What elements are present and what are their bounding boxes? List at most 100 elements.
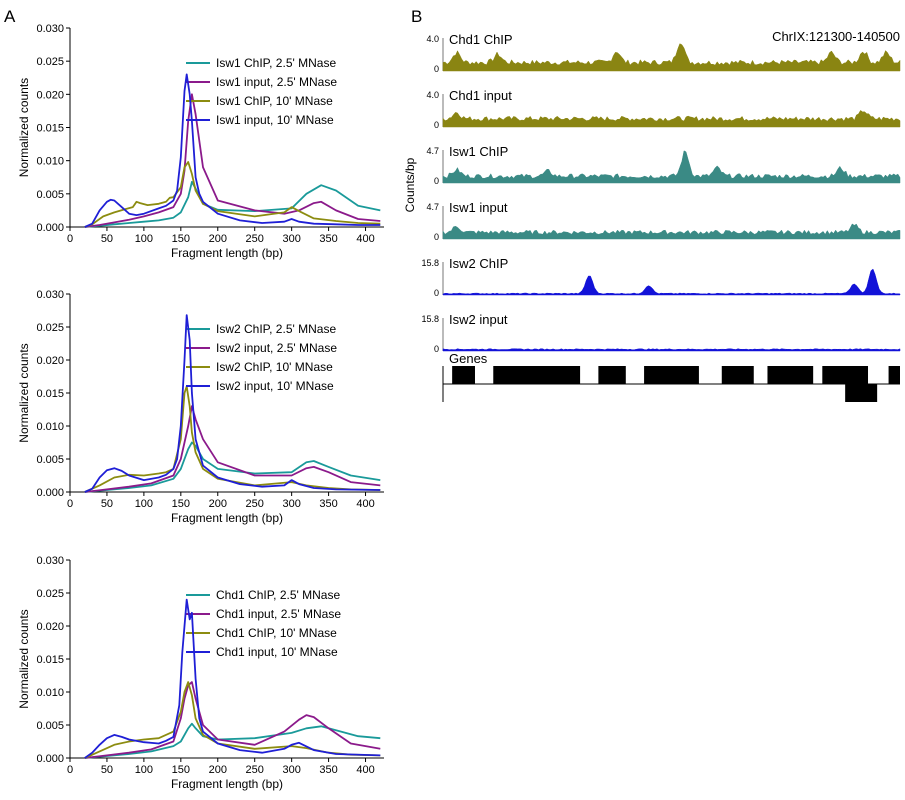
track-max-label: 4.7 [426,202,439,212]
track-min-label: 0 [434,120,439,130]
x-tick-label: 100 [135,498,153,510]
y-tick-label: 0.025 [36,588,64,600]
y-tick-label: 0.000 [36,753,64,765]
region-label: ChrIX:121300-140500 [772,29,900,44]
genome-browser-tracks: ChrIX:121300-140500 Counts/bp 4.0 0 Chd1 ChI… [403,29,901,402]
track-max-label: 15.8 [421,258,439,268]
x-tick-label: 0 [67,498,73,510]
series-line-3 [84,681,381,759]
series-line-4 [84,314,381,493]
x-tick-label: 350 [319,498,337,510]
x-tick-label: 150 [172,764,190,776]
y-tick-label: 0.020 [36,621,64,633]
y-axis-label: Normalized counts [17,343,31,442]
track-6: 15.8 0 Isw2 input [421,312,901,354]
y-tick-label: 0.030 [36,23,64,35]
legend-entry: Isw1 ChIP, 10' MNase [216,94,333,108]
track-name: Chd1 input [449,88,512,103]
legend-entry: Isw2 input, 10' MNase [216,379,334,393]
x-tick-label: 250 [246,233,264,245]
coverage-area [442,223,901,240]
series-line-2 [84,681,381,759]
gene-block [888,366,900,384]
series-line-3 [84,161,381,228]
coverage-area [442,268,901,296]
gene-block [822,366,869,384]
line-chart-1: 0 50 100 150 200 250 300 350 400 0.000 0.005 0.010 0… [17,23,384,260]
track-max-label: 4.7 [426,146,439,156]
y-tick-label: 0.015 [36,123,64,135]
y-tick-label: 0.010 [36,687,64,699]
genes-label: Genes [449,351,488,366]
y-tick-label: 0.015 [36,654,64,666]
x-tick-label: 100 [135,233,153,245]
x-tick-label: 350 [319,233,337,245]
genes-track: Genes [442,351,900,402]
legend-entry: Isw2 input, 2.5' MNase [216,341,337,355]
y-tick-label: 0.030 [36,289,64,301]
series-line-1 [84,722,381,759]
series-line-4 [84,598,381,759]
coverage-area [442,110,901,128]
x-tick-label: 250 [246,498,264,510]
legend-entry: Isw1 ChIP, 2.5' MNase [216,56,336,70]
x-axis-label: Fragment length (bp) [171,777,283,791]
track-3: 4.7 0 Isw1 ChIP [426,144,901,186]
x-tick-label: 50 [101,233,113,245]
x-tick-label: 400 [356,498,374,510]
x-tick-label: 300 [282,764,300,776]
x-tick-label: 300 [282,233,300,245]
x-tick-label: 0 [67,764,73,776]
panel-label-b: B [411,7,422,26]
x-tick-label: 200 [209,498,227,510]
track-name: Isw2 input [449,312,508,327]
y-tick-label: 0.030 [36,555,64,567]
track-max-label: 4.0 [426,90,439,100]
x-tick-label: 200 [209,233,227,245]
y-tick-label: 0.025 [36,322,64,334]
y-tick-label: 0.010 [36,156,64,168]
series-line-2 [84,405,381,493]
track-2: 4.0 0 Chd1 input [426,88,901,130]
y-axis-label: Normalized counts [17,78,31,177]
legend-entry: Chd1 input, 2.5' MNase [216,607,341,621]
y-tick-label: 0.020 [36,89,64,101]
y-tick-label: 0.000 [36,222,64,234]
gene-block [452,366,475,384]
x-tick-label: 50 [101,498,113,510]
track-min-label: 0 [434,64,439,74]
legend-entry: Chd1 input, 10' MNase [216,645,338,659]
legend-entry: Isw1 input, 2.5' MNase [216,75,337,89]
legend-entry: Chd1 ChIP, 2.5' MNase [216,588,340,602]
legend-entry: Chd1 ChIP, 10' MNase [216,626,337,640]
x-tick-label: 50 [101,764,113,776]
x-axis-label: Fragment length (bp) [171,246,283,260]
track-max-label: 15.8 [421,314,439,324]
x-tick-label: 300 [282,498,300,510]
legend-entry: Isw2 ChIP, 10' MNase [216,360,333,374]
x-tick-label: 400 [356,233,374,245]
y-tick-label: 0.025 [36,56,64,68]
y-tick-label: 0.005 [36,189,64,201]
x-axis-label: Fragment length (bp) [171,511,283,525]
line-chart-3: 0 50 100 150 200 250 300 350 400 0.000 0.005 0.010 0… [17,555,384,791]
track-name: Isw1 input [449,200,508,215]
series-line-4 [84,73,381,228]
x-tick-label: 200 [209,764,227,776]
track-min-label: 0 [434,344,439,354]
legend-entry: Isw1 input, 10' MNase [216,113,334,127]
track-5: 15.8 0 Isw2 ChIP [421,256,901,298]
track-min-label: 0 [434,288,439,298]
x-tick-label: 350 [319,764,337,776]
track-min-label: 0 [434,176,439,186]
x-tick-label: 250 [246,764,264,776]
track-y-label: Counts/bp [403,157,417,212]
gene-block [845,384,878,402]
track-max-label: 4.0 [426,34,439,44]
x-tick-label: 100 [135,764,153,776]
y-tick-label: 0.020 [36,355,64,367]
coverage-area [442,150,901,184]
legend-entry: Isw2 ChIP, 2.5' MNase [216,322,336,336]
track-name: Isw1 ChIP [449,144,508,159]
